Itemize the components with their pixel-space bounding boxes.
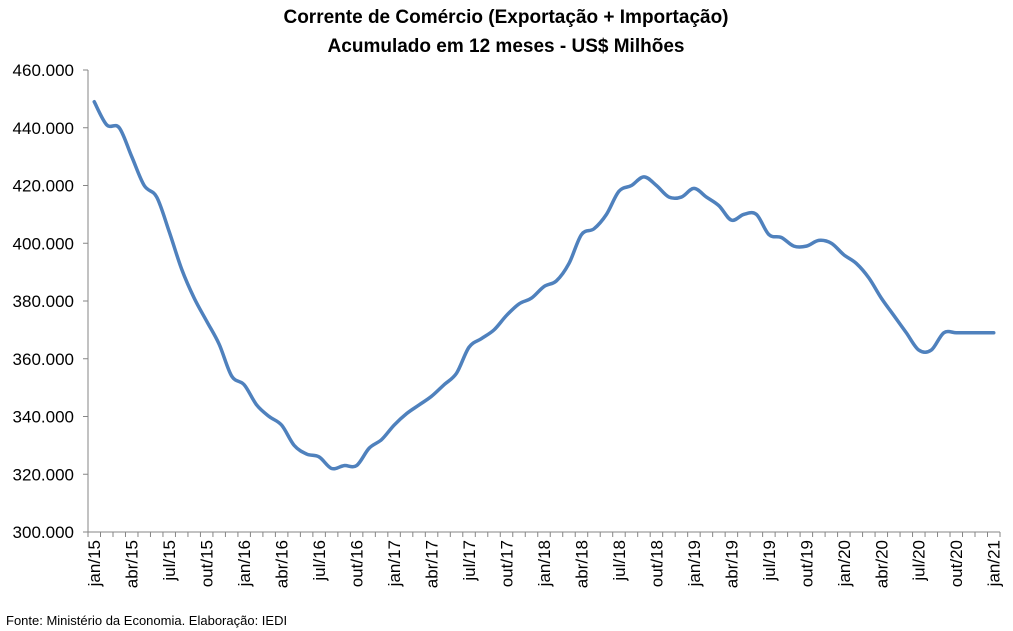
source-note: Fonte: Ministério da Economia. Elaboraçã…	[6, 613, 287, 628]
x-tick-label: abr/20	[872, 540, 891, 588]
x-tick-label: jul/19	[760, 540, 779, 582]
x-tick-label: jul/17	[460, 540, 479, 582]
x-tick-label: jan/16	[235, 540, 254, 587]
y-tick-label: 380.000	[13, 292, 74, 311]
x-tick-label: jan/21	[985, 540, 1004, 587]
y-tick-label: 460.000	[13, 61, 74, 80]
chart-title: Corrente de Comércio (Exportação + Impor…	[283, 7, 728, 28]
x-tick-label: abr/16	[273, 540, 292, 588]
x-tick-label: jul/20	[910, 540, 929, 582]
y-tick-label: 340.000	[13, 408, 74, 427]
x-tick-label: jul/16	[310, 540, 329, 582]
y-tick-label: 320.000	[13, 465, 74, 484]
x-tick-label: out/17	[497, 540, 516, 587]
x-tick-label: jan/18	[535, 540, 554, 587]
y-tick-label: 360.000	[13, 350, 74, 369]
x-tick-label: out/16	[348, 540, 367, 587]
y-tick-label: 400.000	[13, 234, 74, 253]
x-tick-label: abr/17	[423, 540, 442, 588]
x-tick-label: jan/19	[685, 540, 704, 587]
y-axis-ticks: 300.000 320.000 340.000 360.000 380.000 400.0…	[13, 61, 88, 542]
y-tick-label: 420.000	[13, 177, 74, 196]
series-layer	[92, 100, 996, 471]
x-tick-label: jul/15	[160, 540, 179, 582]
x-tick-label: jan/17	[385, 540, 404, 587]
x-tick-label: out/18	[647, 540, 666, 587]
chart-subtitle: Acumulado em 12 meses - US$ Milhões	[328, 36, 685, 57]
x-tick-label: out/19	[797, 540, 816, 587]
x-tick-label: abr/19	[722, 540, 741, 588]
x-tick-label: abr/18	[572, 540, 591, 588]
x-tick-label: jan/20	[835, 540, 854, 587]
y-tick-label: 440.000	[13, 119, 74, 138]
x-tick-label: out/20	[947, 540, 966, 587]
y-tick-label: 300.000	[13, 523, 74, 542]
x-tick-label: abr/15	[123, 540, 142, 588]
x-tick-label: jul/18	[610, 540, 629, 582]
x-tick-label: out/15	[198, 540, 217, 587]
x-tick-label: jan/15	[85, 540, 104, 587]
series-line	[92, 100, 996, 471]
x-axis-ticks: jan/15 abr/15 jul/15 out/15 jan/16 abr/16 jul/…	[85, 532, 1004, 588]
